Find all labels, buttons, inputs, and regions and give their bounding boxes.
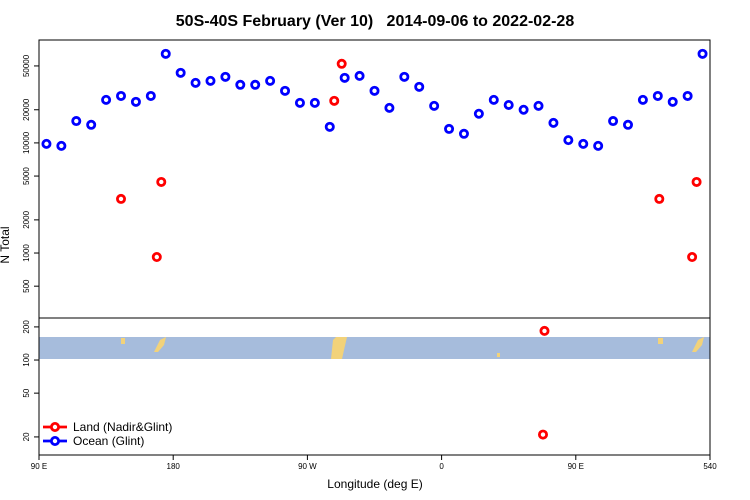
point (488, 94, 499, 105)
point (384, 102, 395, 113)
point (116, 90, 127, 101)
point (548, 117, 559, 128)
x-tick-label: 180 (167, 462, 181, 471)
chart-title: 50S-40S February (Ver 10) 2014-09-06 to … (176, 13, 575, 30)
y-tick-label: 20000 (22, 98, 31, 121)
point (56, 140, 67, 151)
y-tick-label: 50000 (22, 54, 31, 77)
point (537, 429, 548, 440)
y-tick-label: 2000 (22, 210, 31, 228)
point (280, 85, 291, 96)
bottom-frame (38, 317, 711, 456)
x-axis-label: Longitude (deg E) (327, 477, 422, 491)
y-tick-label: 20 (22, 432, 31, 441)
point (369, 85, 380, 96)
point (608, 116, 619, 127)
x-tick-label: 90 E (31, 462, 47, 471)
top-frame (38, 39, 711, 319)
point (518, 104, 529, 115)
legend-marker (50, 435, 61, 446)
point (309, 97, 320, 108)
point (86, 119, 97, 130)
point (503, 99, 514, 110)
point (652, 90, 663, 101)
point (175, 67, 186, 78)
point (329, 95, 340, 106)
legend-label: Land (Nadir&Glint) (73, 420, 172, 434)
point (697, 48, 708, 59)
ocean-band (39, 337, 710, 359)
point (539, 325, 550, 336)
point (473, 108, 484, 119)
y-tick-label: 50 (22, 388, 31, 397)
land-patches (121, 337, 704, 359)
y-tick-label: 100 (22, 353, 31, 367)
point (151, 252, 162, 263)
point (41, 138, 52, 149)
point (250, 79, 261, 90)
point (687, 252, 698, 263)
point (156, 176, 167, 187)
point (563, 135, 574, 146)
point (190, 77, 201, 88)
point (205, 75, 216, 86)
point (654, 193, 665, 204)
y-tick-label: 5000 (22, 167, 31, 185)
point (414, 81, 425, 92)
point (145, 90, 156, 101)
point (691, 176, 702, 187)
point (324, 121, 335, 132)
point (160, 48, 171, 59)
point (637, 94, 648, 105)
point (458, 128, 469, 139)
point (220, 71, 231, 82)
point (336, 58, 347, 69)
point (622, 119, 633, 130)
legend-marker (50, 421, 61, 432)
point (354, 70, 365, 81)
x-tick-label: 90 E (568, 462, 584, 471)
point (444, 123, 455, 134)
point (71, 116, 82, 127)
x-tick-label: 0 (439, 462, 444, 471)
point (399, 71, 410, 82)
point (294, 97, 305, 108)
x-tick-label: 90 W (298, 462, 317, 471)
y-tick-label: 10000 (22, 131, 31, 154)
point (578, 138, 589, 149)
y-tick-label: 200 (22, 320, 31, 334)
point (682, 90, 693, 101)
point (533, 100, 544, 111)
legend-label: Ocean (Glint) (73, 434, 144, 448)
point (593, 140, 604, 151)
point (235, 79, 246, 90)
y-tick-label: 1000 (22, 244, 31, 262)
point (265, 75, 276, 86)
x-tick-label: 540 (703, 462, 717, 471)
y-tick-label: 500 (22, 279, 31, 293)
point (339, 72, 350, 83)
y-axis-label: N Total (0, 226, 12, 263)
point (130, 96, 141, 107)
point (667, 96, 678, 107)
point (101, 94, 112, 105)
point (116, 193, 127, 204)
point (429, 100, 440, 111)
